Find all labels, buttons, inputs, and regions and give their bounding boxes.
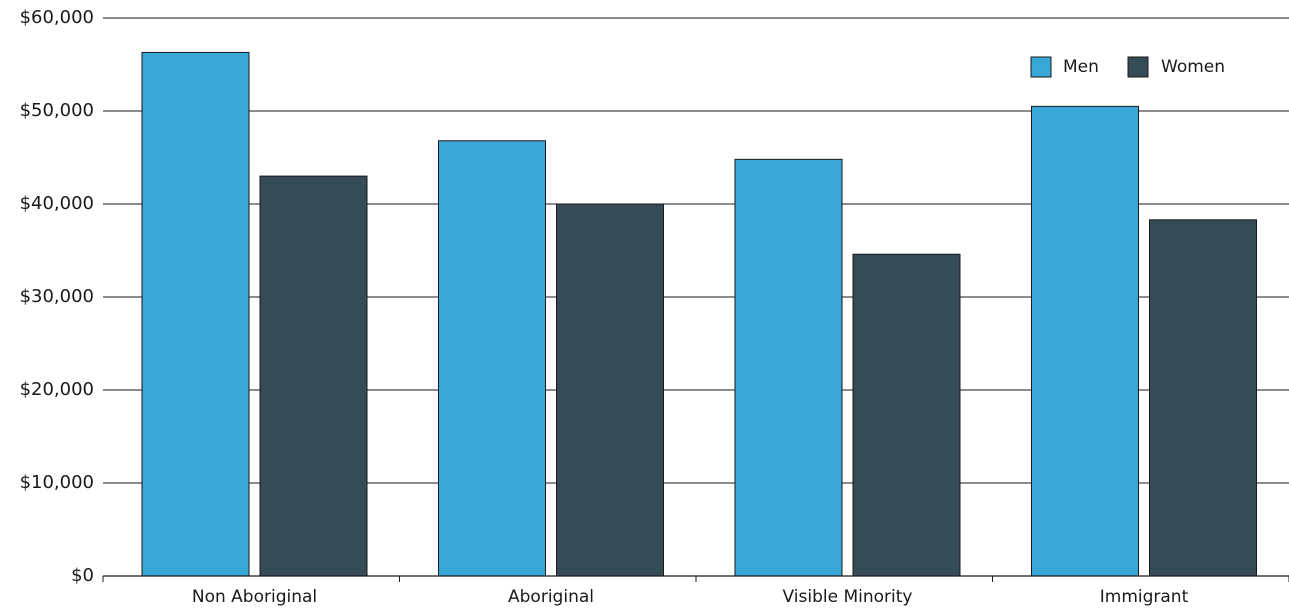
x-category-label: Non Aboriginal <box>192 587 317 607</box>
y-tick-label: $30,000 <box>20 286 94 307</box>
legend-swatch-women <box>1127 56 1149 78</box>
legend-label-men: Men <box>1063 57 1099 77</box>
x-category-label: Aboriginal <box>508 587 594 607</box>
y-tick-label: $50,000 <box>20 100 94 121</box>
bar-women <box>259 175 368 577</box>
x-axis <box>102 575 1289 582</box>
x-category-label: Visible Minority <box>783 587 913 607</box>
bar-men <box>438 140 546 577</box>
x-axis-category-labels: Non Aboriginal Aboriginal Visible Minority… <box>192 587 1189 607</box>
y-axis-tick-labels: $0 $10,000 $20,000 $30,000 $40,000 $50,000 $60… <box>20 7 94 586</box>
legend-label-women: Women <box>1161 57 1225 77</box>
legend: Men Women <box>1030 56 1225 78</box>
y-tick-label: $20,000 <box>20 379 94 400</box>
x-category-label: Immigrant <box>1100 587 1189 607</box>
bar-women <box>556 203 664 577</box>
legend-swatch-men <box>1030 56 1052 78</box>
bar-men <box>1031 105 1139 577</box>
y-tick-label: $0 <box>71 565 94 586</box>
bars <box>141 51 1257 577</box>
bar-women <box>1149 219 1257 577</box>
bar-women <box>852 253 961 577</box>
bar-men <box>734 158 843 577</box>
y-tick-label: $10,000 <box>20 472 94 493</box>
y-tick-label: $60,000 <box>20 7 94 28</box>
y-tick-label: $40,000 <box>20 193 94 214</box>
bar-men <box>141 51 250 577</box>
